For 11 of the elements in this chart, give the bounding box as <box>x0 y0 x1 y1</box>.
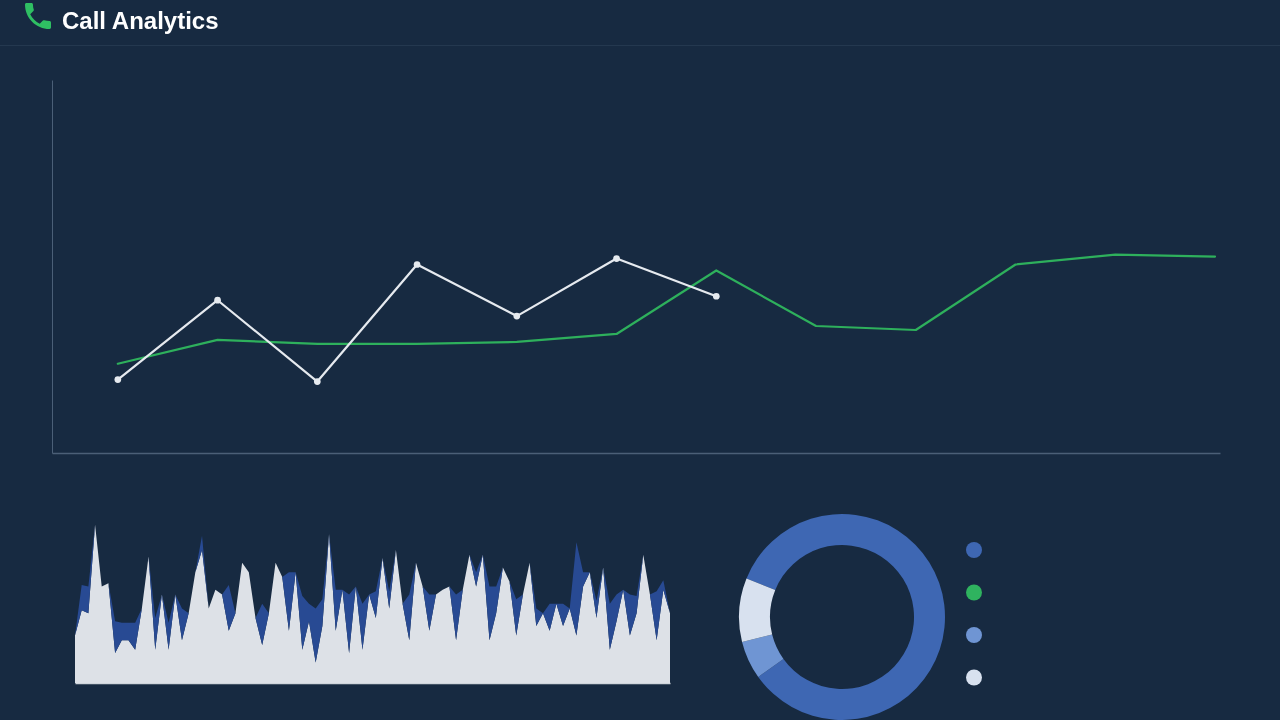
point <box>313 378 321 385</box>
point <box>513 312 521 320</box>
chart-title: Call Analytics <box>62 7 219 34</box>
donut-slice <box>746 514 945 720</box>
point <box>214 296 221 304</box>
donut-slice <box>739 578 776 642</box>
donut-slice <box>742 634 784 677</box>
point <box>114 376 122 383</box>
point <box>413 261 421 268</box>
point <box>613 255 620 262</box>
point <box>712 292 720 300</box>
